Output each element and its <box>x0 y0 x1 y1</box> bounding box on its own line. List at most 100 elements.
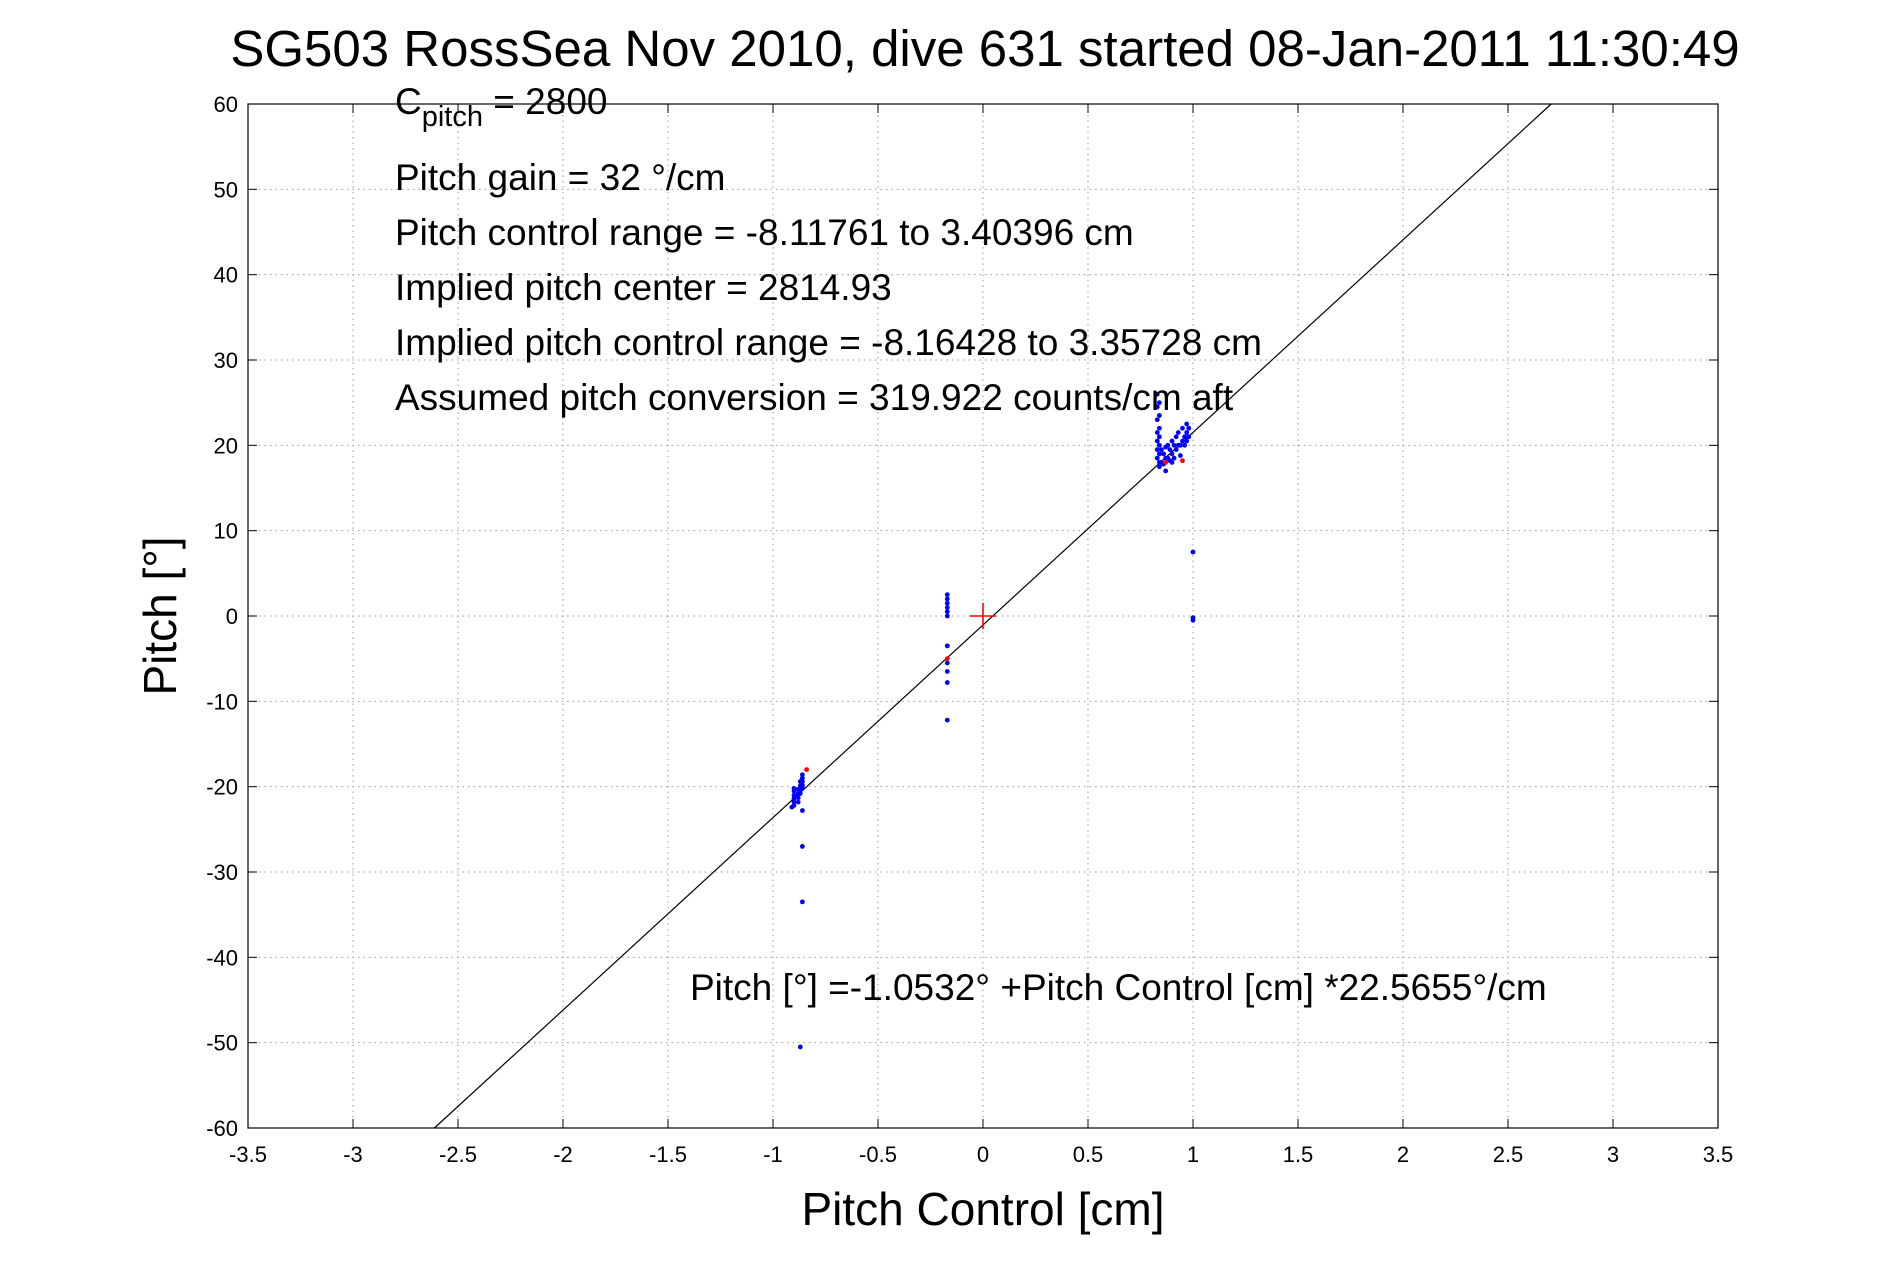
data-point <box>800 899 805 905</box>
data-point <box>944 656 950 662</box>
data-point <box>1154 438 1160 444</box>
x-tick-label: -2 <box>553 1142 573 1167</box>
data-point <box>1161 451 1166 457</box>
data-point <box>1190 617 1196 623</box>
x-tick-label: -0.5 <box>859 1142 897 1167</box>
y-tick-label: -60 <box>206 1116 238 1141</box>
y-tick-label: 10 <box>214 519 238 544</box>
data-point <box>791 799 797 805</box>
data-point <box>1180 458 1185 464</box>
data-point <box>944 669 950 674</box>
point-layer <box>789 391 1196 1050</box>
data-point <box>1154 447 1160 452</box>
data-point <box>795 795 801 801</box>
y-tick-labels: 60 50 40 30 20 10 0 -10 -20 -30 -40 -50 -60 <box>206 92 238 1141</box>
data-point <box>791 792 797 798</box>
data-point <box>944 605 950 610</box>
data-point <box>1169 451 1175 457</box>
data-point <box>944 643 950 649</box>
data-point <box>1165 442 1171 448</box>
data-point <box>944 717 950 723</box>
data-point <box>795 799 801 805</box>
annotation-pitch-control-range: Pitch control range = -8.11761 to 3.4039… <box>395 212 1134 253</box>
data-point <box>1154 417 1160 423</box>
data-point <box>944 596 950 602</box>
y-tick-label: -40 <box>206 945 238 970</box>
annotation-assumed-pitch-conversion: Assumed pitch conversion = 319.922 count… <box>395 377 1234 418</box>
data-point <box>1178 442 1183 448</box>
y-tick-label: -20 <box>206 775 238 800</box>
data-point <box>1186 434 1192 440</box>
data-point <box>800 785 805 791</box>
data-point <box>1171 442 1177 448</box>
data-point <box>1175 430 1181 435</box>
y-tick-label: -10 <box>206 689 238 714</box>
data-point <box>1180 438 1185 444</box>
x-tick-label: 0 <box>977 1142 989 1167</box>
x-tick-label: 0.5 <box>1073 1142 1104 1167</box>
data-point <box>800 779 805 784</box>
y-tick-label: -30 <box>206 860 238 885</box>
data-point <box>791 796 797 802</box>
c-pitch-symbol: C <box>395 81 422 122</box>
fit-layer <box>434 103 1552 1129</box>
y-tick-label: 50 <box>214 177 238 202</box>
x-tick-labels: -3.5 -3 -2.5 -2 -1.5 -1 -0.5 0 0.5 1 1.5 2 2.5 3 3.5 <box>229 1142 1733 1167</box>
data-point <box>797 791 803 796</box>
x-tick-label: 3 <box>1607 1142 1619 1167</box>
data-point <box>1173 434 1179 440</box>
data-point <box>1157 425 1162 431</box>
data-point <box>1163 460 1169 465</box>
x-tick-label: 3.5 <box>1703 1142 1734 1167</box>
data-point <box>1154 455 1160 461</box>
data-point <box>804 767 809 772</box>
data-point <box>1157 464 1162 470</box>
x-tick-label: -3 <box>343 1142 363 1167</box>
data-point <box>1180 425 1185 431</box>
data-point <box>1171 455 1177 461</box>
c-pitch-value: = 2800 <box>483 81 607 122</box>
y-tick-label: 0 <box>226 604 238 629</box>
data-point <box>1182 442 1187 448</box>
data-point <box>1159 447 1164 452</box>
data-point <box>1154 430 1160 435</box>
y-tick-label: 60 <box>214 92 238 117</box>
data-point <box>1190 549 1196 555</box>
x-tick-label: -1.5 <box>649 1142 687 1167</box>
data-point <box>800 772 805 778</box>
data-point <box>800 808 805 813</box>
data-point <box>1169 438 1175 444</box>
annotation-pitch-gain: Pitch gain = 32 °/cm <box>395 157 726 198</box>
data-point <box>800 775 805 781</box>
data-point <box>1173 447 1179 452</box>
annotation-c-pitch: Cpitch = 2800 <box>395 81 607 133</box>
x-tick-label: 1.5 <box>1283 1142 1314 1167</box>
x-tick-label: -3.5 <box>229 1142 267 1167</box>
data-point <box>944 592 950 598</box>
x-tick-label: -2.5 <box>439 1142 477 1167</box>
tick-layer <box>247 103 1719 1129</box>
data-point <box>1182 434 1187 440</box>
x-tick-label: 2 <box>1397 1142 1409 1167</box>
chart-title: SG503 RossSea Nov 2010, dive 631 started… <box>230 20 1739 77</box>
data-point <box>800 844 805 849</box>
y-tick-label: 40 <box>214 263 238 288</box>
data-point <box>1184 438 1190 444</box>
c-pitch-subscript: pitch <box>422 101 483 133</box>
data-point <box>1178 453 1183 458</box>
data-point <box>797 1044 803 1050</box>
x-tick-label: 2.5 <box>1493 1142 1524 1167</box>
y-tick-label: 30 <box>214 348 238 373</box>
data-point <box>944 680 950 685</box>
data-point <box>1163 468 1169 474</box>
data-point <box>1157 434 1162 440</box>
data-point <box>1157 442 1162 448</box>
data-point <box>944 609 950 615</box>
data-point <box>1154 391 1160 397</box>
data-point <box>944 660 950 666</box>
data-point <box>1169 460 1175 465</box>
x-tick-label: -1 <box>763 1142 783 1167</box>
y-tick-label: -50 <box>206 1031 238 1056</box>
data-point <box>1186 425 1192 431</box>
